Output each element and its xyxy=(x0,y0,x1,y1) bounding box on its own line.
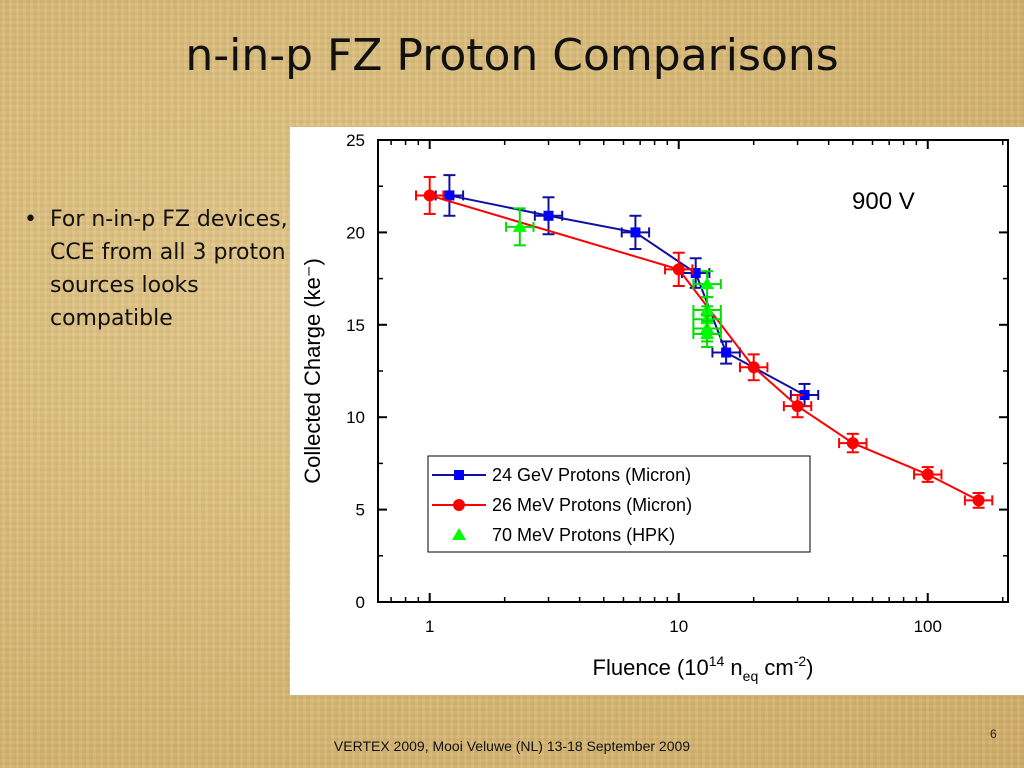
voltage-annotation: 900 V xyxy=(852,188,915,215)
data-point-square xyxy=(690,268,701,279)
data-point-triangle xyxy=(700,277,715,290)
series-line xyxy=(449,194,806,396)
data-point-circle xyxy=(453,499,465,511)
x-axis-label-part: 14 xyxy=(709,653,725,669)
y-tick-label: 25 xyxy=(346,131,365,150)
slide-title: n-in-p FZ Proton Comparisons xyxy=(185,30,839,81)
y-tick-label: 0 xyxy=(356,593,365,612)
data-point-circle xyxy=(846,437,859,450)
x-tick-label: 10 xyxy=(669,617,688,636)
y-tick-label: 15 xyxy=(346,316,365,335)
x-tick-label: 100 xyxy=(914,617,942,636)
x-axis-label-part: Fluence (10 xyxy=(593,655,709,680)
data-point-triangle xyxy=(700,327,715,340)
x-axis-label-part: eq xyxy=(743,668,759,684)
data-point-circle xyxy=(672,263,685,276)
series-3 xyxy=(505,207,722,348)
y-tick-label: 20 xyxy=(346,223,365,242)
legend-entry-label: 24 GeV Protons (Micron) xyxy=(492,465,691,485)
data-point-triangle xyxy=(512,219,527,232)
page-number: 6 xyxy=(990,727,997,741)
data-point-square xyxy=(444,190,455,201)
data-point-triangle xyxy=(452,528,466,540)
data-point-circle xyxy=(423,189,436,202)
legend-box xyxy=(427,455,811,553)
legend-entry-label: 70 MeV Protons (HPK) xyxy=(492,525,675,545)
collected-charge-chart: 0 5 10 15 20 25 1 10 100 Collected Charge (ke⁻) Fl… xyxy=(300,131,1009,684)
x-axis-label-part: cm xyxy=(758,655,793,680)
y-tick-label: 10 xyxy=(346,408,365,427)
data-point-square xyxy=(799,390,810,401)
bullet-point: • For n-in-p FZ devices, CCE from all 3 … xyxy=(24,203,294,335)
x-axis-label-part: ) xyxy=(806,655,813,680)
legend-entry-label: 26 MeV Protons (Micron) xyxy=(492,495,692,515)
x-axis-label: Fluence (1014 neq cm-2) xyxy=(593,653,814,684)
y-tick-label: 5 xyxy=(356,501,365,520)
chart-panel: 0 5 10 15 20 25 1 10 100 Collected Charge (ke⁻) Fl… xyxy=(290,127,1024,695)
x-axis-label-part: -2 xyxy=(794,653,807,669)
data-point-circle xyxy=(972,494,985,507)
data-point-square xyxy=(454,470,464,480)
data-point-square xyxy=(543,210,554,221)
series-1 xyxy=(434,174,820,408)
series-2 xyxy=(415,175,994,509)
data-point-square xyxy=(630,227,641,238)
legend: 24 GeV Protons (Micron) 26 MeV Protons (M… xyxy=(427,455,811,553)
data-point-circle xyxy=(921,468,934,481)
x-axis-label-part: n xyxy=(724,655,742,680)
bullet-text: For n-in-p FZ devices, CCE from all 3 pr… xyxy=(50,207,288,331)
bullet-marker: • xyxy=(24,207,37,232)
y-axis-label: Collected Charge (ke⁻) xyxy=(300,258,325,484)
slide-footer: VERTEX 2009, Mooi Veluwe (NL) 13-18 Sept… xyxy=(333,738,691,754)
data-point-square xyxy=(721,347,732,358)
data-point-circle xyxy=(747,361,760,374)
data-point-circle xyxy=(791,400,804,413)
x-tick-label: 1 xyxy=(425,617,434,636)
